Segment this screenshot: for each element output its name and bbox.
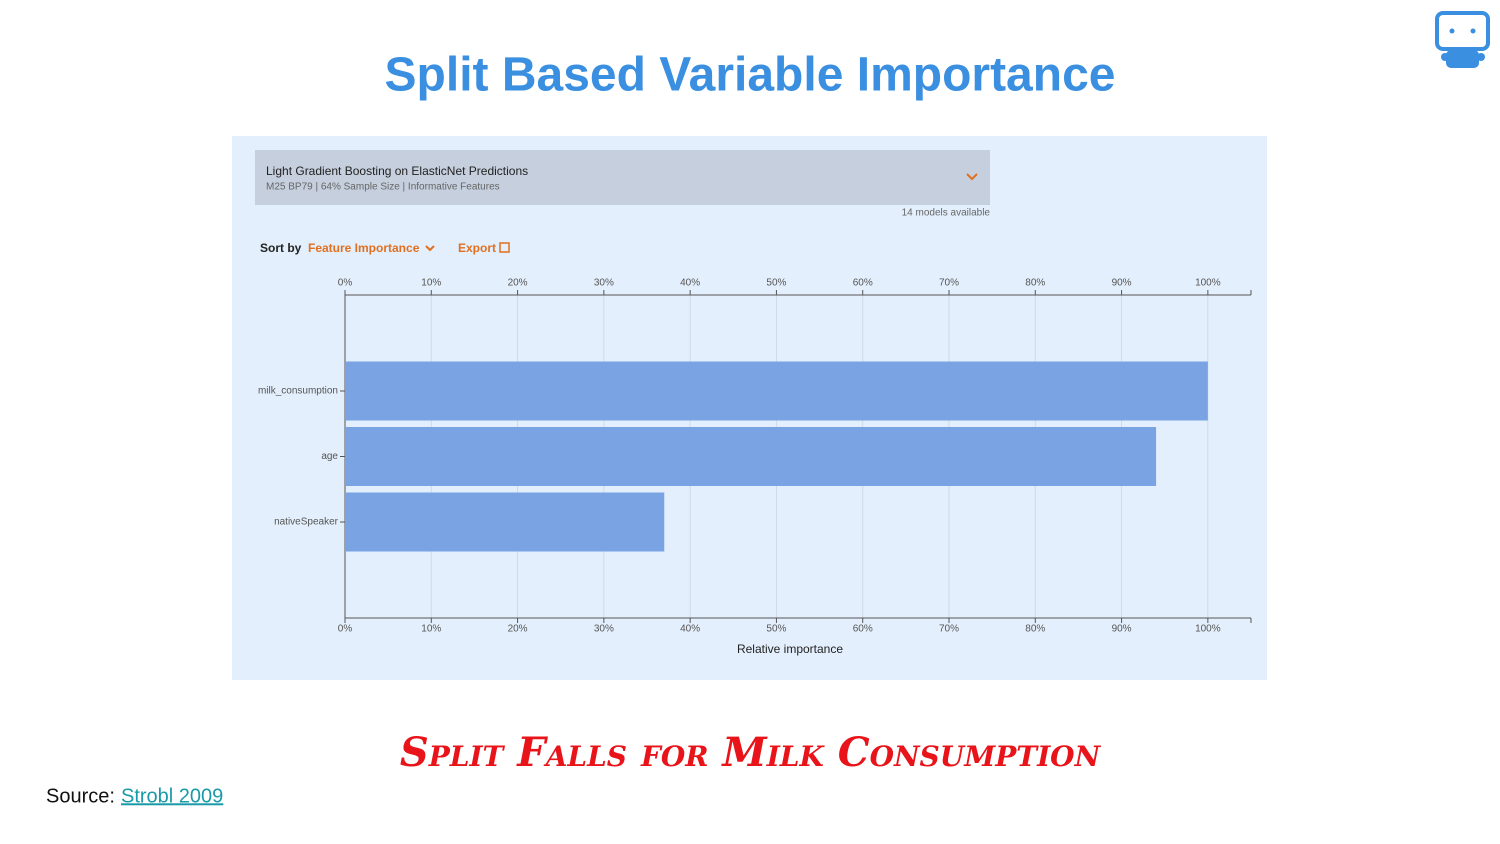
x-tick-label-top: 50% — [766, 278, 786, 289]
x-tick-label: 0% — [338, 624, 353, 635]
export-button[interactable]: Export — [458, 241, 496, 255]
export-icon — [499, 242, 510, 253]
sort-value[interactable]: Feature Importance — [308, 241, 420, 255]
bar — [345, 361, 1208, 421]
x-tick-label-top: 80% — [1025, 278, 1045, 289]
x-axis-label: Relative importance — [737, 642, 843, 656]
x-tick-label: 40% — [680, 624, 700, 635]
slide-caption: Split Falls for Milk Consumption — [400, 729, 1102, 776]
x-tick-label-top: 20% — [508, 278, 528, 289]
x-tick-label-top: 100% — [1195, 278, 1221, 289]
x-tick-label: 80% — [1025, 624, 1045, 635]
bar — [345, 492, 665, 552]
sort-label: Sort by — [260, 241, 302, 255]
x-tick-label: 30% — [594, 624, 614, 635]
dropdown-chevron — [966, 173, 978, 181]
x-tick-label-top: 10% — [421, 278, 441, 289]
x-tick-label: 70% — [939, 624, 959, 635]
slide-title: Split Based Variable Importance — [385, 49, 1116, 102]
x-tick-label: 20% — [508, 624, 528, 635]
model-title: Light Gradient Boosting on ElasticNet Pr… — [266, 164, 528, 178]
logo — [1435, 11, 1490, 68]
sort-chevron — [425, 245, 435, 252]
x-tick-label-top: 90% — [1112, 278, 1132, 289]
y-tick-label: nativeSpeaker — [274, 517, 339, 528]
source-label: Source: — [46, 785, 115, 807]
x-tick-label: 10% — [421, 624, 441, 635]
x-tick-label: 90% — [1112, 624, 1132, 635]
x-tick-label-top: 70% — [939, 278, 959, 289]
x-tick-label-top: 0% — [338, 278, 353, 289]
x-tick-label-top: 30% — [594, 278, 614, 289]
models-available: 14 models available — [902, 208, 991, 219]
y-tick-label: milk_consumption — [258, 386, 338, 397]
y-tick-label: age — [321, 451, 338, 462]
x-tick-label-top: 60% — [853, 278, 873, 289]
bar — [345, 427, 1157, 486]
chart: 0% 0% 10% 10% 20% 20% 30% 30% 40% 40% 50% 50% 60% 60%… — [258, 278, 1252, 656]
source-link[interactable]: Strobl 2009 — [121, 785, 223, 807]
x-tick-label: 60% — [853, 624, 873, 635]
model-dropdown[interactable] — [255, 150, 990, 205]
x-tick-label: 50% — [766, 624, 786, 635]
model-subtitle: M25 BP79 | 64% Sample Size | Informative… — [266, 182, 500, 193]
x-tick-label-top: 40% — [680, 278, 700, 289]
x-tick-label: 100% — [1195, 624, 1221, 635]
